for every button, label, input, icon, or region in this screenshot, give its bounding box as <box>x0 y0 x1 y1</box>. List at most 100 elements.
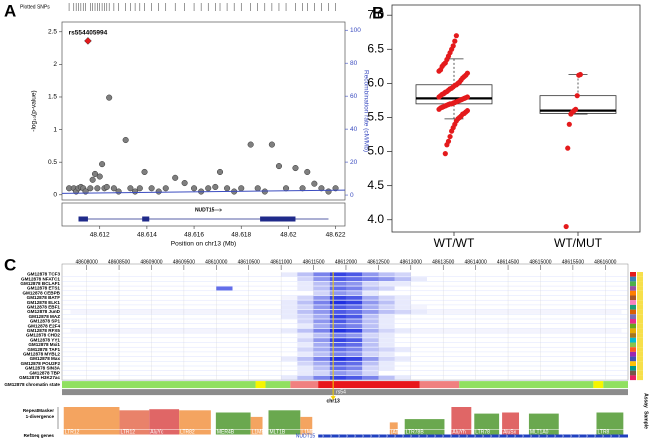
signal-cell <box>216 282 232 286</box>
repeat-strip <box>63 429 120 435</box>
signal-cell <box>362 347 379 352</box>
snp-point <box>275 163 283 170</box>
signal-cell <box>443 352 459 356</box>
signal-cell <box>589 366 605 370</box>
strand-chevrons <box>322 434 621 438</box>
signal-cell <box>557 343 573 347</box>
signal-cell <box>378 305 395 310</box>
signal-cell <box>184 296 200 300</box>
sample-key <box>637 295 643 301</box>
signal-cell <box>297 342 314 347</box>
signal-cell <box>573 291 589 295</box>
snp-point <box>268 141 275 148</box>
signal-cell <box>70 338 86 342</box>
signal-cell <box>297 352 314 357</box>
signal-cell <box>362 272 379 277</box>
signal-cell <box>476 348 492 352</box>
repeat-name: MER4B <box>217 430 235 436</box>
sample-key <box>637 333 643 338</box>
lead-snp-label: rs554405994 <box>69 30 108 37</box>
signal-cell <box>476 324 492 328</box>
signal-cell <box>345 272 363 277</box>
signal-cell <box>443 315 459 319</box>
signal-cell <box>87 301 103 305</box>
signal-cell <box>524 310 541 314</box>
sample-point <box>436 106 442 112</box>
signal-cell <box>249 301 265 305</box>
sample-point <box>444 142 450 148</box>
signal-cell <box>297 291 313 295</box>
signal-cell <box>151 287 167 291</box>
signal-cell <box>248 328 265 333</box>
signal-cell <box>345 286 363 291</box>
signal-cell <box>329 333 346 338</box>
signal-cell <box>443 272 459 276</box>
x-tick-label: 48611500 <box>303 259 325 265</box>
signal-cell <box>459 376 475 380</box>
signal-cell <box>362 357 379 361</box>
chromatin-segment <box>459 381 594 389</box>
signal-cell <box>313 375 330 380</box>
signal-cell <box>589 352 605 356</box>
signal-cell <box>492 376 508 380</box>
signal-cell <box>524 362 540 366</box>
signal-cell <box>151 352 167 356</box>
signal-cell <box>233 371 249 375</box>
sample-label: Sample <box>643 411 649 429</box>
signal-cell <box>249 371 265 375</box>
signal-cell <box>605 328 622 333</box>
refseq-track-label: RefSeq genes <box>24 433 55 438</box>
signal-cell <box>313 342 330 347</box>
signal-cell <box>151 324 167 328</box>
signal-cell <box>70 366 86 370</box>
repeat-name: LTR78B <box>406 430 425 436</box>
assay-key <box>630 361 636 366</box>
signal-cell <box>411 366 427 370</box>
signal-cell <box>233 296 249 300</box>
sample-key <box>637 290 643 296</box>
signal-cell <box>329 375 346 380</box>
repeat-strip <box>149 429 180 435</box>
signal-cell <box>362 300 379 305</box>
signal-cell <box>524 343 540 347</box>
signal-cell <box>297 338 314 343</box>
signal-cell <box>233 272 249 276</box>
signal-cell <box>476 366 492 370</box>
y-tick-label: 0.5 <box>48 159 57 166</box>
signal-cell <box>119 287 135 291</box>
sample-point <box>452 38 458 44</box>
repeat-strip <box>119 429 150 435</box>
signal-cell <box>362 333 379 338</box>
signal-cell <box>443 301 459 305</box>
repeat-strip <box>179 429 211 435</box>
signal-cell <box>135 301 151 305</box>
signal-cell <box>508 376 524 380</box>
signal-cell <box>184 305 200 309</box>
row-label: GM12878 TBP <box>29 370 60 375</box>
assay-key <box>630 356 636 362</box>
signal-cell <box>119 362 135 366</box>
signal-cell <box>135 348 151 352</box>
signal-cell <box>281 348 297 352</box>
signal-cell <box>524 319 540 323</box>
y-tick-label: 2 <box>53 61 57 68</box>
assay-key <box>630 370 636 376</box>
signal-cell <box>168 277 184 281</box>
chrom-bar <box>62 389 628 396</box>
signal-cell <box>167 310 184 314</box>
repeat-track-label: 1-divergence <box>26 414 55 419</box>
signal-cell <box>459 334 475 338</box>
signal-cell <box>491 310 509 314</box>
chromatin-segment <box>62 381 256 389</box>
signal-cell <box>394 272 411 277</box>
signal-cell <box>459 301 475 305</box>
signal-cell <box>492 296 508 300</box>
signal-cell <box>216 352 232 356</box>
row-label: GM12878 CEBPB <box>22 290 60 295</box>
signal-cell <box>281 366 297 370</box>
signal-cell <box>184 343 200 347</box>
y-tick-label: 1.5 <box>48 94 57 101</box>
x-tick-label: 48612000 <box>335 259 357 265</box>
signal-cell <box>589 287 605 291</box>
signal-cell <box>524 287 540 291</box>
